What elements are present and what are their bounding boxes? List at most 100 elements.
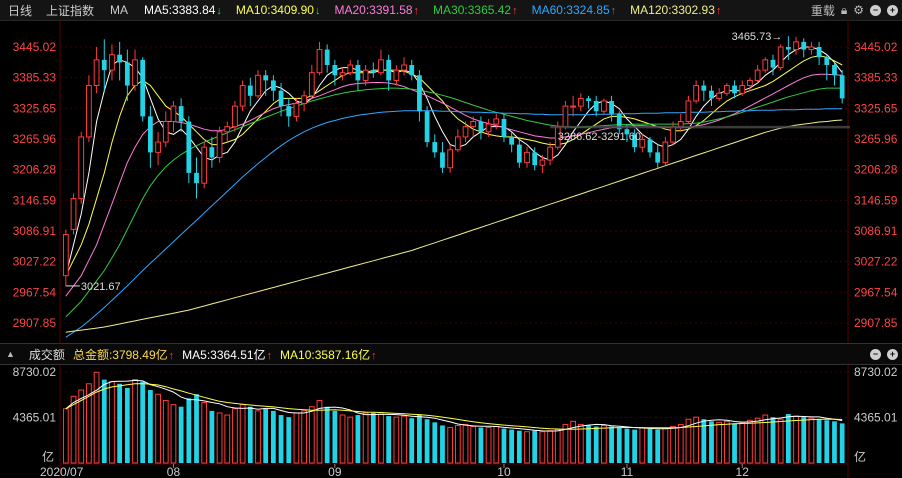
ma-legend-ma20[interactable]: MA20:3391.58↑ [334,3,420,17]
vol-y-tick-left: 4365.01 [13,411,57,425]
vol-y-tick-left: 8730.02 [13,365,57,379]
y-tick-label-right: 3027.22 [854,255,898,269]
candle-body-up [339,72,346,76]
volume-bar-down [355,415,361,463]
x-tick-label: 08 [167,465,181,478]
x-tick-label: 09 [328,465,342,478]
x-tick-label: 10 [497,465,511,478]
volume-bar-up [378,413,384,464]
y-tick-label-left: 3385.33 [13,71,57,85]
volume-bar-up [662,428,669,464]
candle-body-up [132,59,138,87]
volume-bar-down [655,429,661,463]
volume-bar-up [93,371,100,464]
vol-y-tick-right: 4365.01 [854,411,898,425]
candle-body-up [109,54,115,71]
x-tick-label: 12 [736,465,750,478]
candlestick-chart[interactable]: 3445.02 3445.02 3385.33 3385.33 3325.65 3325.… [0,20,902,343]
ma-legend-ma5[interactable]: MA5:3383.84↓ [144,3,222,17]
candle-body-up [670,126,676,143]
zoom-in-icon[interactable]: + [887,4,898,16]
candle-body-up [808,46,815,51]
candle-body-up [86,85,92,138]
volume-bar-up [62,408,69,464]
volume-bar-down [247,406,253,463]
ma-legend-ma30[interactable]: MA30:3365.42↑ [433,3,518,17]
volume-title[interactable]: 成交额 [28,347,65,362]
volume-bar-up [447,427,454,464]
low-price-annotation: 3021.67 [81,281,121,293]
y-tick-label-left: 2967.54 [13,285,57,299]
volume-bar-up [239,404,246,464]
candle-body-down [839,75,845,99]
candle-body-up [301,95,308,105]
y-tick-label-left: 3265.96 [13,132,57,146]
down-arrow-icon: ↓ [216,5,222,17]
volume-bar-down [709,421,714,463]
zoom-out-icon[interactable]: − [870,348,881,360]
candle-body-up [232,105,238,128]
candle-body-up [78,136,85,200]
candle-body-up [155,141,161,153]
y-tick-label-right: 3385.33 [854,71,898,85]
candle-body-up [739,85,746,94]
ma-legend-ma120[interactable]: MA120:3302.93↑ [630,3,722,17]
candle-body-down [586,98,591,101]
volume-bar-down [816,419,822,463]
vol-unit-left: 亿 [42,449,54,464]
candle-body-down [532,152,538,166]
candle-body-down [101,59,107,71]
y-tick-label-right: 3206.28 [854,163,898,177]
volume-bar-down [701,419,707,463]
indicator-name[interactable]: MA [110,3,129,17]
volume-bar-up [547,430,553,464]
candle-body-down [270,80,276,91]
volume-bar-up [747,419,753,464]
volume-bar-up [255,410,261,464]
volume-bar-down [839,423,845,463]
candle-body-down [263,75,269,81]
volume-bar-down [501,428,507,463]
up-arrow-icon: ↑ [715,5,722,17]
collapse-volume-icon[interactable]: ▲ [6,349,15,359]
index-name[interactable]: 上证指数 [46,3,95,18]
zoom-out-icon[interactable]: − [870,4,881,16]
candle-body-up [600,100,607,112]
candle-body-down [593,100,599,112]
settings-icon[interactable]: ⚙ [853,3,864,17]
volume-chart[interactable]: 8730.02 8730.02 4365.01 4365.01 亿 亿 2020/07 08… [0,363,902,478]
candle-body-up [362,69,369,81]
lock-icon[interactable]: 🔒︎ [840,2,848,17]
volume-bar-down [124,387,130,463]
period-label[interactable]: 日线 [8,3,33,18]
ma-legend-ma60[interactable]: MA60:3324.85↑ [531,3,617,17]
volume-ma10: MA10:3587.16亿↑ [280,347,377,362]
volume-bar-down [509,429,515,463]
volume-bar-down [432,422,438,463]
candle-body-up [723,85,730,94]
candle-body-up [754,69,761,81]
ma-line-ma20 [65,73,843,297]
volume-bar-up [293,412,300,464]
volume-bar-up [577,423,584,464]
volume-bar-up [316,399,323,464]
candle-body-up [70,198,77,230]
candle-body-down [424,111,430,143]
y-tick-label-left: 3086.91 [13,224,57,238]
candle-body-down [616,113,622,130]
volume-bar-up [470,426,477,464]
y-tick-label-left: 3146.59 [13,193,57,207]
candle-body-down [770,59,776,68]
volume-bar-up [308,406,315,464]
volume-ma-line-ma10 [65,383,843,430]
volume-bar-up [693,416,700,464]
candle-body-down [332,64,338,76]
candle-body-down [409,64,415,76]
ma-legend-ma10[interactable]: MA10:3409.90↓ [235,3,321,17]
candle-body-up [162,121,169,143]
reload-button[interactable]: 重载 [810,3,835,18]
zoom-in-icon[interactable]: + [887,348,898,360]
volume-bar-down [140,381,146,463]
volume-bar-down [324,406,330,463]
y-tick-label-left: 3206.28 [13,163,57,177]
